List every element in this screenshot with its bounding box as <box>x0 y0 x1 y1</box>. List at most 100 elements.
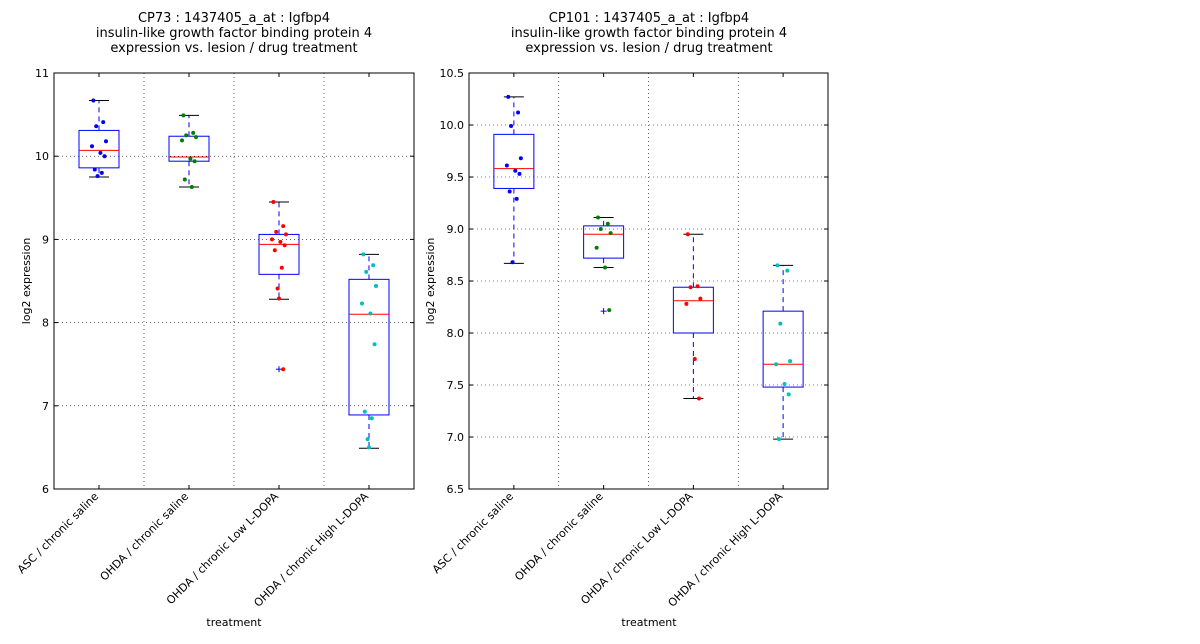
data-point <box>698 296 703 301</box>
data-point <box>605 221 610 226</box>
y-tick-label: 6 <box>42 483 49 496</box>
chart-title-line: CP101 : 1437405_a_at : Igfbp4 <box>549 11 749 26</box>
data-point <box>374 283 378 288</box>
plot-frame <box>53 72 415 490</box>
data-point <box>94 124 99 129</box>
chart-panel-2: CP101 : 1437405_a_at : Igfbp4insulin-lik… <box>424 11 829 629</box>
data-point <box>271 199 276 204</box>
x-tick-label: ASC / chronic saline <box>430 490 516 576</box>
data-point <box>360 301 364 306</box>
data-point <box>369 416 374 421</box>
data-point <box>188 156 193 161</box>
chart-title-line: expression vs. lesion / drug treatment <box>525 41 772 56</box>
data-point <box>91 98 96 103</box>
data-point <box>189 184 194 189</box>
y-tick-label: 9.5 <box>447 171 465 184</box>
box-iqr <box>672 286 714 334</box>
data-point <box>695 284 700 289</box>
data-point <box>281 367 286 372</box>
box-group <box>168 114 210 188</box>
data-point <box>372 342 377 347</box>
box-iqr <box>583 225 625 259</box>
data-point <box>90 144 94 149</box>
data-point <box>368 311 373 316</box>
data-point <box>184 133 189 138</box>
y-tick-label: 7.0 <box>447 431 465 444</box>
y-tick-label: 6.5 <box>447 483 465 496</box>
box-group <box>762 264 804 440</box>
data-point <box>364 269 369 274</box>
data-point <box>776 437 781 442</box>
data-point <box>182 177 187 182</box>
data-point <box>282 243 287 248</box>
data-point <box>192 159 197 164</box>
box-iqr <box>258 233 300 275</box>
x-tick-label: ASC / chronic saline <box>15 490 101 576</box>
x-axis-label: treatment <box>621 616 677 629</box>
data-point <box>99 170 104 175</box>
x-tick-label: OHDA / chronic saline <box>98 490 192 584</box>
data-point <box>274 229 279 234</box>
y-tick-label: 9.0 <box>447 223 465 236</box>
box-iqr <box>168 135 210 162</box>
data-point <box>506 94 511 99</box>
data-point <box>778 321 783 326</box>
y-tick-label: 7 <box>42 400 49 413</box>
data-point <box>104 139 108 144</box>
data-point <box>688 285 693 290</box>
data-point <box>598 227 603 231</box>
y-tick-label: 10.5 <box>440 67 465 80</box>
y-tick-label: 9 <box>42 233 49 246</box>
box-iqr <box>348 278 390 416</box>
box-group <box>583 217 625 315</box>
data-point <box>517 171 522 176</box>
data-point <box>281 224 286 229</box>
data-point <box>608 231 613 236</box>
data-point <box>92 167 97 172</box>
data-point <box>278 239 283 244</box>
data-point <box>603 265 608 270</box>
data-point <box>275 286 280 291</box>
chart-title-line: expression vs. lesion / drug treatment <box>110 41 357 56</box>
data-point <box>367 445 371 450</box>
data-point <box>782 381 787 386</box>
data-point <box>775 263 780 268</box>
data-point <box>180 138 184 143</box>
data-point <box>191 130 196 135</box>
y-tick-label: 7.5 <box>447 379 465 392</box>
y-tick-label: 10.0 <box>440 119 465 132</box>
data-point <box>365 437 370 442</box>
data-point <box>101 120 106 125</box>
data-point <box>507 189 512 194</box>
data-point <box>607 308 612 313</box>
data-point <box>684 301 689 306</box>
y-tick-label: 10 <box>35 150 49 163</box>
data-point <box>692 357 697 361</box>
data-point <box>518 156 523 161</box>
data-point <box>181 113 186 118</box>
box-group <box>78 99 120 178</box>
x-tick-label: OHDA / chronic saline <box>512 490 606 584</box>
y-tick-label: 8.0 <box>447 327 465 340</box>
data-point <box>272 248 277 253</box>
data-point <box>277 296 281 301</box>
box-iqr <box>78 129 120 169</box>
data-point <box>516 110 521 115</box>
data-point <box>594 245 599 250</box>
data-point <box>504 163 509 168</box>
data-point <box>696 396 701 401</box>
data-point <box>95 174 100 179</box>
data-point <box>194 135 198 140</box>
data-point <box>270 237 274 242</box>
box-iqr <box>493 133 535 189</box>
y-axis-label: log2 expression <box>20 238 33 325</box>
y-tick-label: 11 <box>35 67 49 80</box>
data-point <box>786 392 791 397</box>
data-point <box>371 263 376 268</box>
data-point <box>362 409 367 414</box>
y-tick-label: 8 <box>42 317 49 330</box>
data-point <box>685 232 690 237</box>
data-point <box>98 150 103 155</box>
y-axis-label: log2 expression <box>424 238 437 325</box>
chart-title-line: insulin-like growth factor binding prote… <box>96 26 372 41</box>
